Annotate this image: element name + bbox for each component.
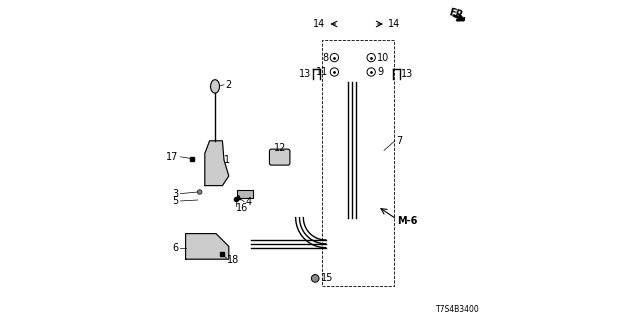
Text: 1: 1 — [224, 155, 230, 165]
Text: 11: 11 — [316, 67, 329, 77]
Text: 15: 15 — [321, 273, 333, 284]
Text: 13: 13 — [300, 69, 312, 79]
Text: FR.: FR. — [448, 7, 468, 21]
Text: 7: 7 — [396, 136, 403, 146]
Text: 4: 4 — [246, 197, 252, 207]
Text: 10: 10 — [377, 52, 389, 63]
Bar — [322, 40, 394, 286]
Text: 2: 2 — [226, 80, 232, 90]
Polygon shape — [237, 190, 253, 198]
Text: 17: 17 — [166, 152, 179, 162]
Text: 18: 18 — [227, 255, 239, 265]
Text: 16: 16 — [236, 203, 248, 213]
Text: 13: 13 — [401, 69, 413, 79]
Polygon shape — [186, 234, 229, 259]
Text: M-6: M-6 — [397, 216, 418, 227]
Circle shape — [312, 275, 319, 282]
Text: 12: 12 — [273, 143, 286, 154]
Ellipse shape — [211, 80, 220, 93]
Text: 14: 14 — [313, 19, 326, 29]
Text: 6: 6 — [172, 243, 179, 253]
Text: 9: 9 — [377, 67, 383, 77]
Text: 5: 5 — [172, 196, 179, 206]
Text: 8: 8 — [323, 52, 329, 63]
Text: 3: 3 — [172, 188, 179, 199]
Text: T7S4B3400: T7S4B3400 — [436, 305, 479, 314]
Polygon shape — [205, 141, 229, 186]
FancyBboxPatch shape — [269, 149, 290, 165]
Text: 14: 14 — [388, 19, 401, 29]
Circle shape — [197, 190, 202, 194]
